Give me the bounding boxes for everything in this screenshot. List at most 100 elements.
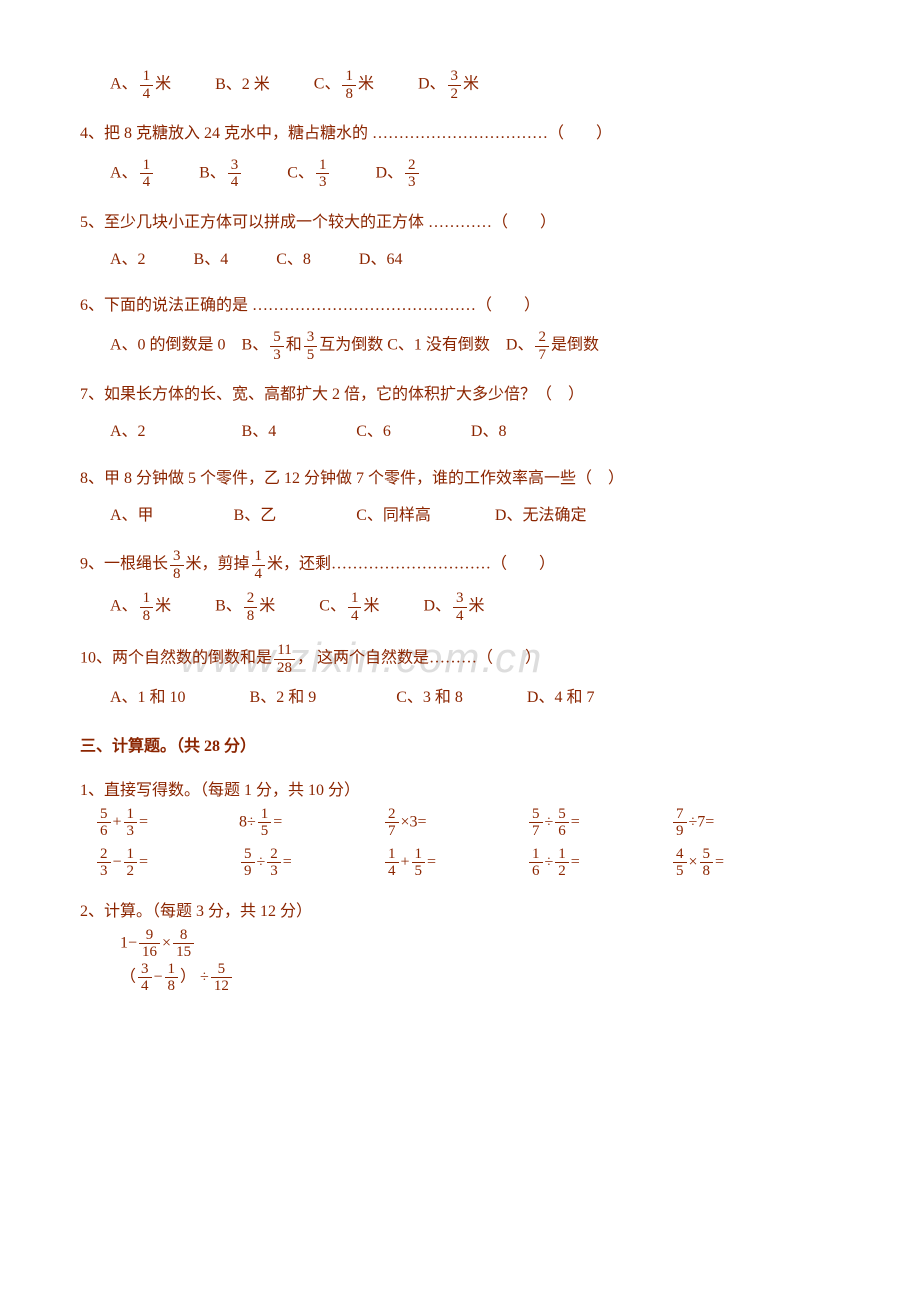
op: ÷ [545, 813, 554, 830]
fraction: 14 [140, 157, 154, 191]
op: + [401, 853, 410, 870]
calc-expr-b: （34−18） ÷512 [120, 961, 480, 995]
opt-prefix: A、 [110, 76, 138, 93]
frac-num: 1 [316, 157, 330, 175]
options-text: A、1 和 10 B、2 和 9 C、3 和 8 D、4 和 7 [80, 684, 840, 713]
frac-num: 11 [274, 642, 295, 660]
frac-den: 9 [241, 863, 255, 880]
frac-num: 3 [448, 68, 462, 86]
frac-num: 1 [385, 846, 399, 864]
op: + [113, 813, 122, 830]
calc-item: 56+13= [95, 806, 235, 840]
text: 9、一根绳长 [80, 556, 168, 573]
calc-item: 45×58= [671, 846, 811, 880]
frac-num: 1 [124, 806, 138, 824]
fraction: 79 [673, 806, 687, 840]
frac-num: 2 [267, 846, 281, 864]
frac-den: 4 [348, 608, 362, 625]
frac-num: 2 [244, 590, 258, 608]
frac-den: 7 [385, 823, 399, 840]
question-3-options: A、14米 B、2 米 C、18米 D、32米 [80, 68, 840, 102]
fraction: 13 [124, 806, 138, 840]
calc-item: 16÷12= [527, 846, 667, 880]
fraction: 53 [270, 329, 284, 363]
frac-den: 9 [673, 823, 687, 840]
opt-suffix: 米 [358, 76, 374, 93]
eq: = [715, 853, 724, 870]
fraction: 34 [228, 157, 242, 191]
frac-den: 4 [453, 608, 467, 625]
opt-suffix: 米 [155, 598, 171, 615]
text: （ [120, 968, 136, 985]
q9-option-b: B、28米 [215, 590, 275, 624]
frac-den: 4 [140, 86, 154, 103]
q3-option-a: A、14米 [110, 68, 171, 102]
op: ÷ [545, 853, 554, 870]
fraction: 512 [211, 961, 232, 995]
frac-num: 8 [173, 927, 194, 945]
frac-den: 8 [244, 608, 258, 625]
frac-den: 4 [228, 174, 242, 191]
frac-den: 2 [448, 86, 462, 103]
calc-item: 23−12= [95, 846, 235, 880]
calc-item: 57÷56= [527, 806, 667, 840]
question-10: 10、两个自然数的倒数和是1128， 这两个自然数是………（ ） A、1 和 1… [80, 642, 840, 713]
calc-title: 1、直接写得数。（每题 1 分，共 10 分） [80, 777, 840, 806]
frac-num: 1 [412, 846, 426, 864]
frac-den: 7 [535, 347, 549, 364]
question-text: 6、下面的说法正确的是 ……………………………………（ ） [80, 292, 840, 321]
opt-prefix: A、 [110, 598, 138, 615]
question-text: 7、如果长方体的长、宽、高都扩大 2 倍，它的体积扩大多少倍？（ ） [80, 381, 840, 410]
fraction: 35 [304, 329, 318, 363]
fraction: 32 [448, 68, 462, 102]
fraction: 27 [535, 329, 549, 363]
eq: = [427, 853, 436, 870]
frac-num: 1 [348, 590, 362, 608]
q4-option-d: D、23 [375, 157, 420, 191]
opt-text: 2 米 [242, 76, 270, 93]
q4-option-a: A、14 [110, 157, 155, 191]
fraction: 23 [97, 846, 111, 880]
opt-text: 和 [286, 337, 302, 354]
frac-num: 1 [252, 548, 266, 566]
question-text: 9、一根绳长38米，剪掉14米，还剩…………………………（ ） [80, 548, 840, 582]
opt-suffix: 米 [155, 76, 171, 93]
frac-den: 5 [304, 347, 318, 364]
q9-option-d: D、34米 [423, 590, 484, 624]
eq: = [571, 813, 580, 830]
question-text: 4、把 8 克糖放入 24 克水中，糖占糖水的 ……………………………（ ） [80, 120, 840, 149]
frac-den: 5 [258, 823, 272, 840]
text: 1− [120, 934, 137, 951]
frac-den: 6 [529, 863, 543, 880]
fraction: 14 [140, 68, 154, 102]
calc-expr-a: 1−916×815 [120, 927, 480, 961]
frac-den: 3 [267, 863, 281, 880]
fraction: 57 [529, 806, 543, 840]
fraction: 23 [405, 157, 419, 191]
calc-item: 14+15= [383, 846, 523, 880]
question-4: 4、把 8 克糖放入 24 克水中，糖占糖水的 ……………………………（ ） A… [80, 120, 840, 191]
opt-suffix: 米 [469, 598, 485, 615]
fraction: 59 [241, 846, 255, 880]
text: 8÷ [239, 813, 256, 830]
q9-option-a: A、18米 [110, 590, 171, 624]
frac-num: 2 [535, 329, 549, 347]
frac-num: 1 [140, 68, 154, 86]
frac-den: 3 [270, 347, 284, 364]
opt-prefix: C、 [287, 164, 314, 181]
frac-den: 4 [138, 978, 152, 995]
fraction: 56 [555, 806, 569, 840]
frac-den: 8 [170, 566, 184, 583]
calc-item: 79÷7= [671, 806, 811, 840]
question-8: 8、甲 8 分钟做 5 个零件，乙 12 分钟做 7 个零件，谁的工作效率高一些… [80, 465, 840, 531]
options-text: A、甲 B、乙 C、同样高 D、无法确定 [80, 502, 840, 531]
frac-den: 2 [555, 863, 569, 880]
frac-den: 3 [97, 863, 111, 880]
frac-num: 5 [700, 846, 714, 864]
frac-num: 5 [270, 329, 284, 347]
frac-den: 15 [173, 944, 194, 961]
frac-num: 1 [342, 68, 356, 86]
frac-den: 4 [252, 566, 266, 583]
eq: = [273, 813, 282, 830]
opt-prefix: D、 [418, 76, 446, 93]
